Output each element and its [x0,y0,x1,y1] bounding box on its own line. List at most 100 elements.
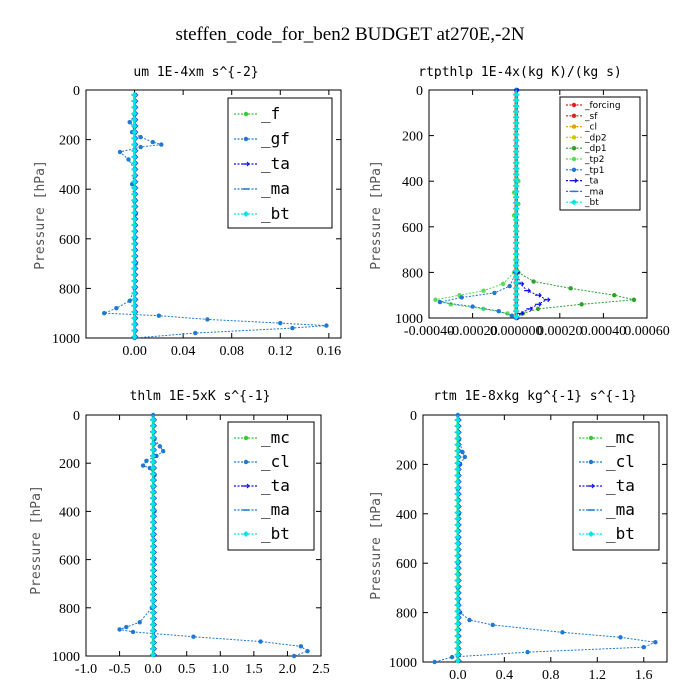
data-point-bt [513,211,520,218]
data-point-gf [117,149,123,155]
data-point-bt [513,142,520,149]
data-point-bt [150,549,157,556]
data-point-bt [131,191,138,198]
data-point-bt [150,633,157,640]
y-tick-label: 600 [59,554,80,569]
legend-swatch-marker [571,113,577,119]
data-point-bt [513,251,520,258]
data-point-bt [513,120,520,127]
data-point-bt [454,596,461,603]
data-point-bt [513,285,520,292]
data-point-bt [454,472,461,479]
data-point-gf [205,317,210,322]
y-tick-label: 800 [402,266,423,281]
x-tick-label: 1.0 [212,662,230,677]
data-point-bt [513,256,520,263]
data-point-bt [454,571,461,578]
legend-swatch-marker [243,459,249,465]
data-point-cl [124,624,129,630]
data-point-cl [490,622,495,628]
data-point-tp1 [507,283,512,289]
figure-title: steffen_code_for_ben2 BUDGET at270E,-2N [175,24,524,45]
x-tick-label: 0.00020 [537,324,583,339]
data-point-tp2 [433,297,438,302]
data-point-gf [138,134,143,140]
data-point-cl [130,629,136,635]
y-axis-label: Pressure [hPa] [29,485,44,595]
data-point-gf [159,142,164,147]
data-point-cl [161,448,166,454]
data-point-bt [513,165,520,172]
x-tick-label: 0.04 [171,344,196,359]
data-point-bt [150,645,157,652]
data-point-bt [131,234,138,241]
data-point-cl [147,465,152,471]
plot-frame [428,89,648,319]
data-point-bt [150,597,157,604]
legend-swatch-marker [571,167,577,172]
x-tick-label: 0.12 [268,344,293,359]
legend-label: _ma [261,500,290,519]
legend-swatch-marker [571,156,577,162]
y-axis-label: Pressure [hPa] [33,160,48,270]
data-point-bt [454,608,461,615]
data-point-bt [454,626,461,633]
data-point-bt [150,507,157,514]
data-point-ta [543,297,551,303]
data-point-bt [513,171,520,178]
data-point-bt [454,534,461,541]
data-point-bt [150,489,157,496]
data-point-bt [454,429,461,436]
data-point-bt [150,627,157,634]
data-point-bt [131,166,138,173]
y-tick-label: 600 [59,233,80,248]
data-point-bt [513,114,520,121]
data-point-ta [535,301,542,307]
legend-swatch-marker [588,459,594,465]
data-point-bt [131,203,138,210]
data-point-bt [513,131,520,138]
data-point-bt [150,609,157,616]
data-point-bt [454,528,461,535]
x-tick-label: 0.8 [542,668,560,683]
data-point-bt [454,565,461,572]
data-point-cl [462,454,468,460]
data-point-tp1 [437,299,443,305]
data-point-bt [454,657,461,664]
y-tick-label: 1000 [389,656,417,671]
data-point-cl [291,653,297,659]
legend-label: _tp1 [584,166,604,176]
series-line-ta [515,90,548,319]
data-point-gf [127,120,132,125]
legend-label: _ta [606,476,635,495]
data-point-bt [513,228,520,235]
data-point-bt [150,440,157,447]
x-tick-label: 0.4 [496,668,514,683]
x-tick-label: -0.5 [108,662,130,677]
data-point-dp1 [531,279,536,284]
data-point-bt [131,153,138,160]
legend-label: _ta [261,476,290,495]
data-point-bt [150,458,157,465]
data-point-bt [131,284,138,291]
data-point-gf [290,325,295,331]
legend-label: _dp2 [584,133,607,143]
panel-um: um 1E-4xm s^{-2} Pressure [hPa] 0 200 400 6… [33,65,342,359]
data-point-bt [131,122,138,129]
data-point-bt [454,651,461,658]
data-point-bt [454,509,461,516]
data-point-bt [131,215,138,222]
panel-rtpthlp: rtpthlp 1E-4x(kg K)/(kg s) Pressure [hPa… [369,65,670,339]
legend-label: _mc [261,428,290,447]
legend-label: _sf [584,112,598,122]
y-tick-label: 0 [73,409,80,424]
data-point-bt [454,460,461,467]
data-point-bt [150,477,157,484]
data-point-bt [454,484,461,491]
data-point-bt [513,239,520,246]
legend-swatch-marker [243,531,249,537]
y-tick-label: 1000 [52,332,80,347]
legend-swatch-marker [571,124,577,129]
legend-label: _dp1 [584,144,607,154]
data-point-bt [513,279,520,286]
